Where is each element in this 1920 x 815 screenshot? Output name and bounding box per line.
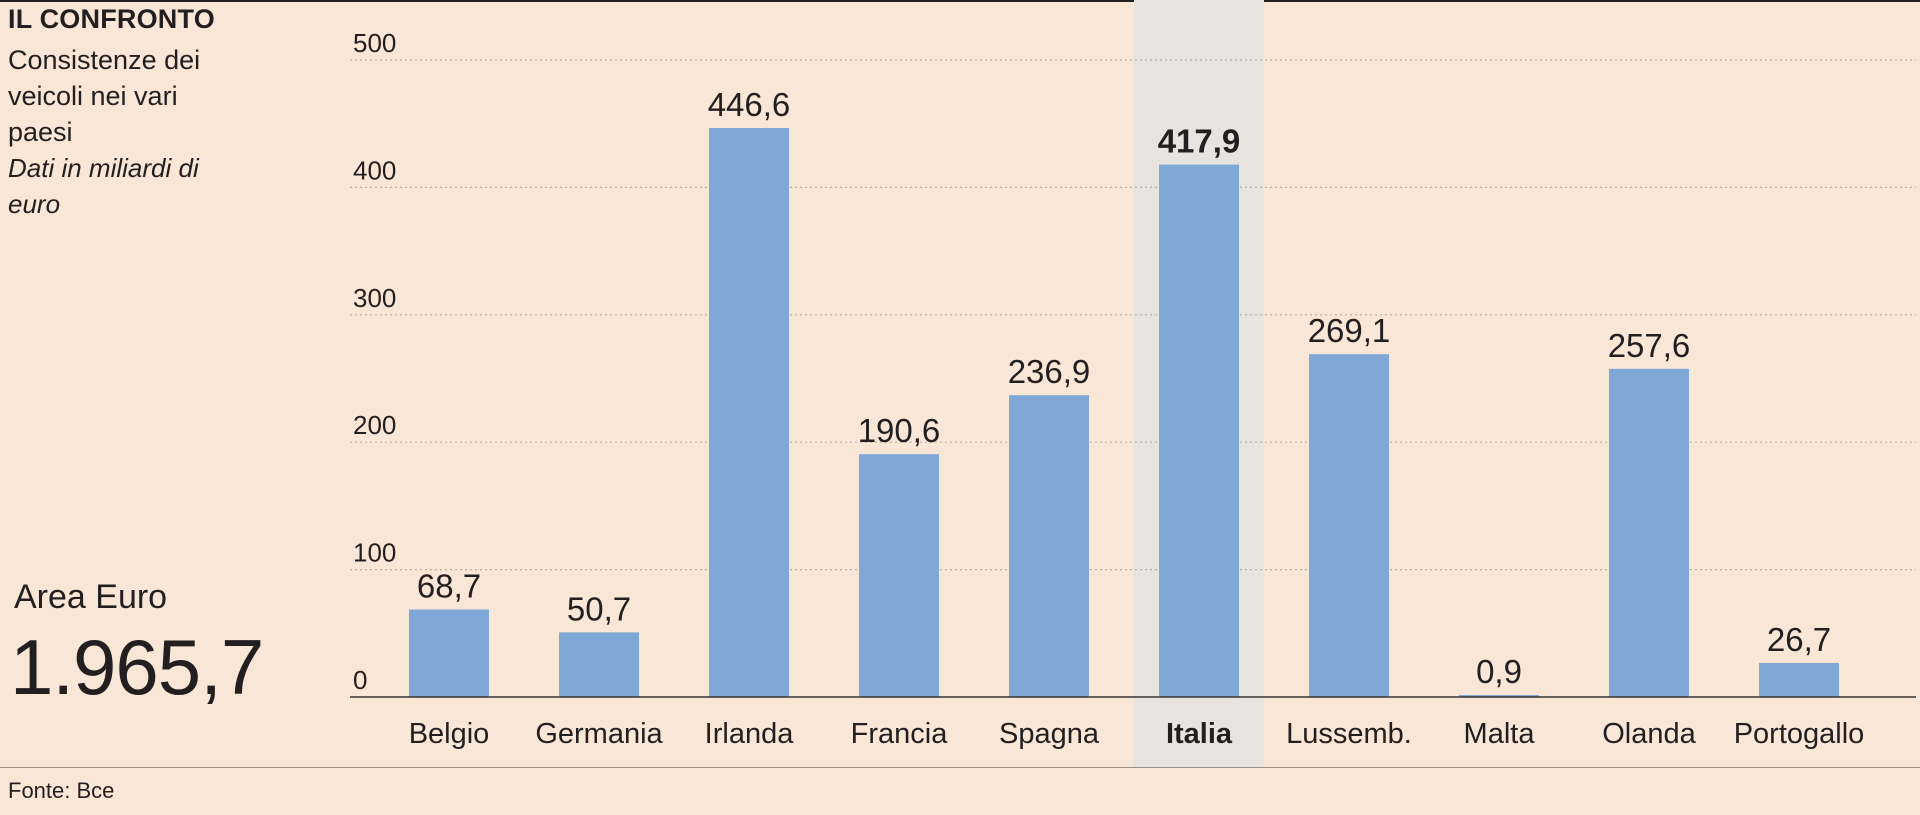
x-tick-label: Belgio bbox=[409, 718, 490, 750]
y-tick-label: 0 bbox=[353, 665, 367, 695]
bar-value-label: 0,9 bbox=[1476, 653, 1522, 690]
chart-kicker: IL CONFRONTO bbox=[8, 4, 215, 34]
chart-subtitle: Consistenze dei veicoli nei vari paesi bbox=[8, 45, 201, 147]
bar-value-label: 417,9 bbox=[1158, 123, 1241, 160]
x-tick-label: Italia bbox=[1166, 718, 1233, 750]
bar bbox=[1009, 395, 1089, 697]
bar bbox=[1609, 368, 1689, 697]
bar bbox=[859, 454, 939, 697]
bottom-rule bbox=[0, 767, 1920, 768]
x-tick-label: Germania bbox=[535, 718, 663, 750]
bar-value-label: 190,6 bbox=[858, 412, 941, 449]
source-note: Fonte: Bce bbox=[8, 778, 115, 803]
x-tick-label: Spagna bbox=[999, 718, 1100, 750]
y-tick-label: 200 bbox=[353, 410, 396, 440]
x-tick-label: Francia bbox=[851, 718, 949, 750]
y-tick-label: 100 bbox=[353, 538, 396, 568]
x-tick-label: Portogallo bbox=[1734, 718, 1865, 750]
bar bbox=[1759, 662, 1839, 697]
bar-value-label: 269,1 bbox=[1308, 312, 1391, 349]
bar-value-label: 68,7 bbox=[417, 567, 481, 604]
bar-value-label: 257,6 bbox=[1608, 327, 1691, 364]
total-label: Area Euro bbox=[14, 578, 168, 616]
bar-value-label: 50,7 bbox=[567, 590, 631, 627]
bar-chart: 0 100 200 300 400 500 68,7 Belgio 50,7 Germania 44… bbox=[350, 0, 1916, 768]
bar bbox=[1459, 695, 1539, 697]
bar bbox=[1309, 354, 1389, 697]
x-tick-label: Malta bbox=[1464, 718, 1536, 750]
top-rule bbox=[0, 0, 1920, 2]
x-tick-label: Olanda bbox=[1602, 718, 1696, 750]
bar bbox=[709, 128, 789, 697]
y-tick-label: 400 bbox=[353, 155, 396, 185]
total-value: 1.965,7 bbox=[10, 623, 264, 711]
y-tick-label: 300 bbox=[353, 283, 396, 313]
bar bbox=[1159, 164, 1239, 697]
unit-note: Dati in miliardi di euro bbox=[8, 153, 199, 219]
bar-value-label: 446,6 bbox=[708, 86, 791, 123]
bar-value-label: 236,9 bbox=[1008, 353, 1091, 390]
x-tick-label: Lussemb. bbox=[1286, 718, 1412, 750]
x-tick-label: Irlanda bbox=[705, 718, 795, 750]
y-tick-label: 500 bbox=[353, 28, 396, 58]
bar-value-label: 26,7 bbox=[1767, 621, 1831, 658]
bar bbox=[559, 632, 639, 697]
bar bbox=[409, 609, 489, 697]
